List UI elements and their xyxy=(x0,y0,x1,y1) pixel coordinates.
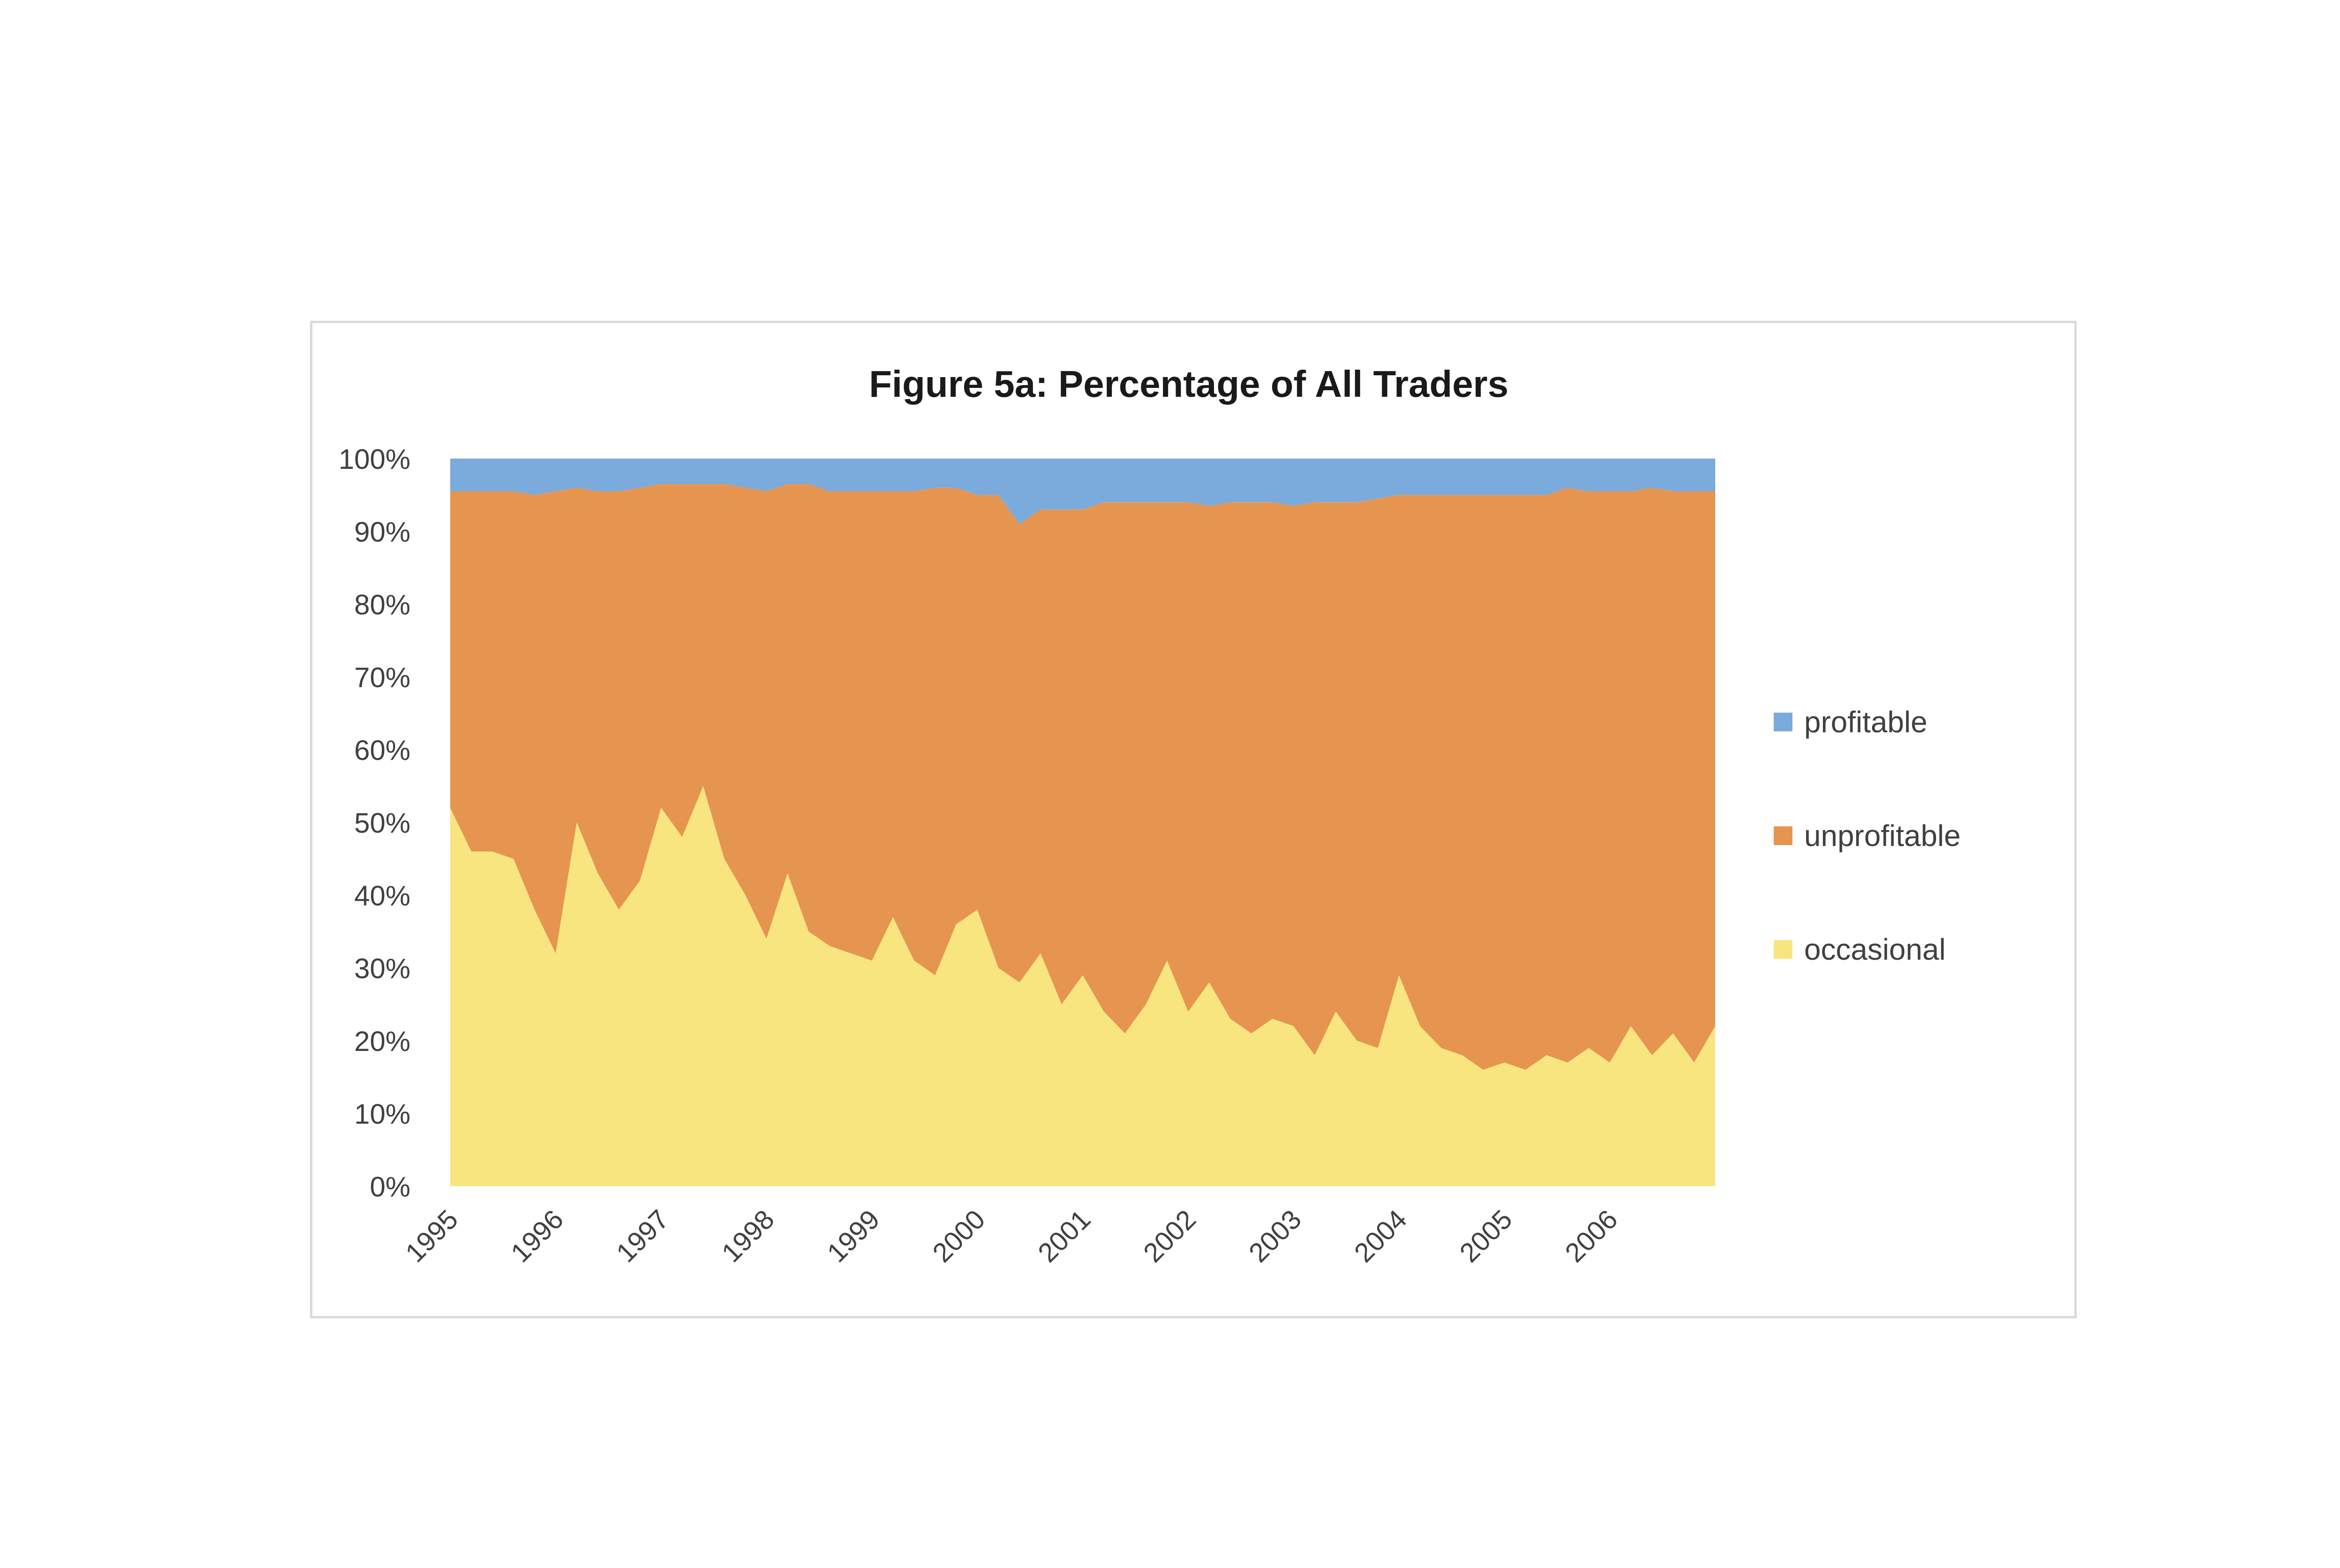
y-axis: 0% 10% 20% 30% 40% 50% 60% 70% 80% 90% 100% xyxy=(339,444,410,1203)
legend-label-unprofitable: unprofitable xyxy=(1804,819,1960,853)
legend-swatch-profitable xyxy=(1774,713,1792,731)
legend-swatch-occasional xyxy=(1774,940,1792,959)
y-tick-label: 40% xyxy=(354,880,410,912)
y-tick-label: 30% xyxy=(354,953,410,985)
y-tick-label: 90% xyxy=(354,517,410,548)
y-tick-label: 0% xyxy=(370,1171,410,1203)
y-tick-label: 100% xyxy=(339,444,410,475)
y-tick-label: 60% xyxy=(354,735,410,766)
legend-label-profitable: profitable xyxy=(1804,705,1927,739)
y-tick-label: 50% xyxy=(354,808,410,839)
area-series-occasional xyxy=(450,786,1715,1186)
plot-area xyxy=(450,459,1715,1186)
area-series-profitable xyxy=(450,459,1715,524)
chart-title: Figure 5a: Percentage of All Traders xyxy=(869,363,1508,405)
y-tick-label: 70% xyxy=(354,662,410,693)
legend: profitable unprofitable occasional xyxy=(1774,705,1960,966)
area-series-unprofitable xyxy=(450,484,1715,1070)
y-tick-label: 10% xyxy=(354,1099,410,1130)
legend-swatch-unprofitable xyxy=(1774,826,1792,845)
y-tick-label: 80% xyxy=(354,589,410,620)
legend-label-occasional: occasional xyxy=(1804,933,1945,966)
y-tick-label: 20% xyxy=(354,1026,410,1057)
